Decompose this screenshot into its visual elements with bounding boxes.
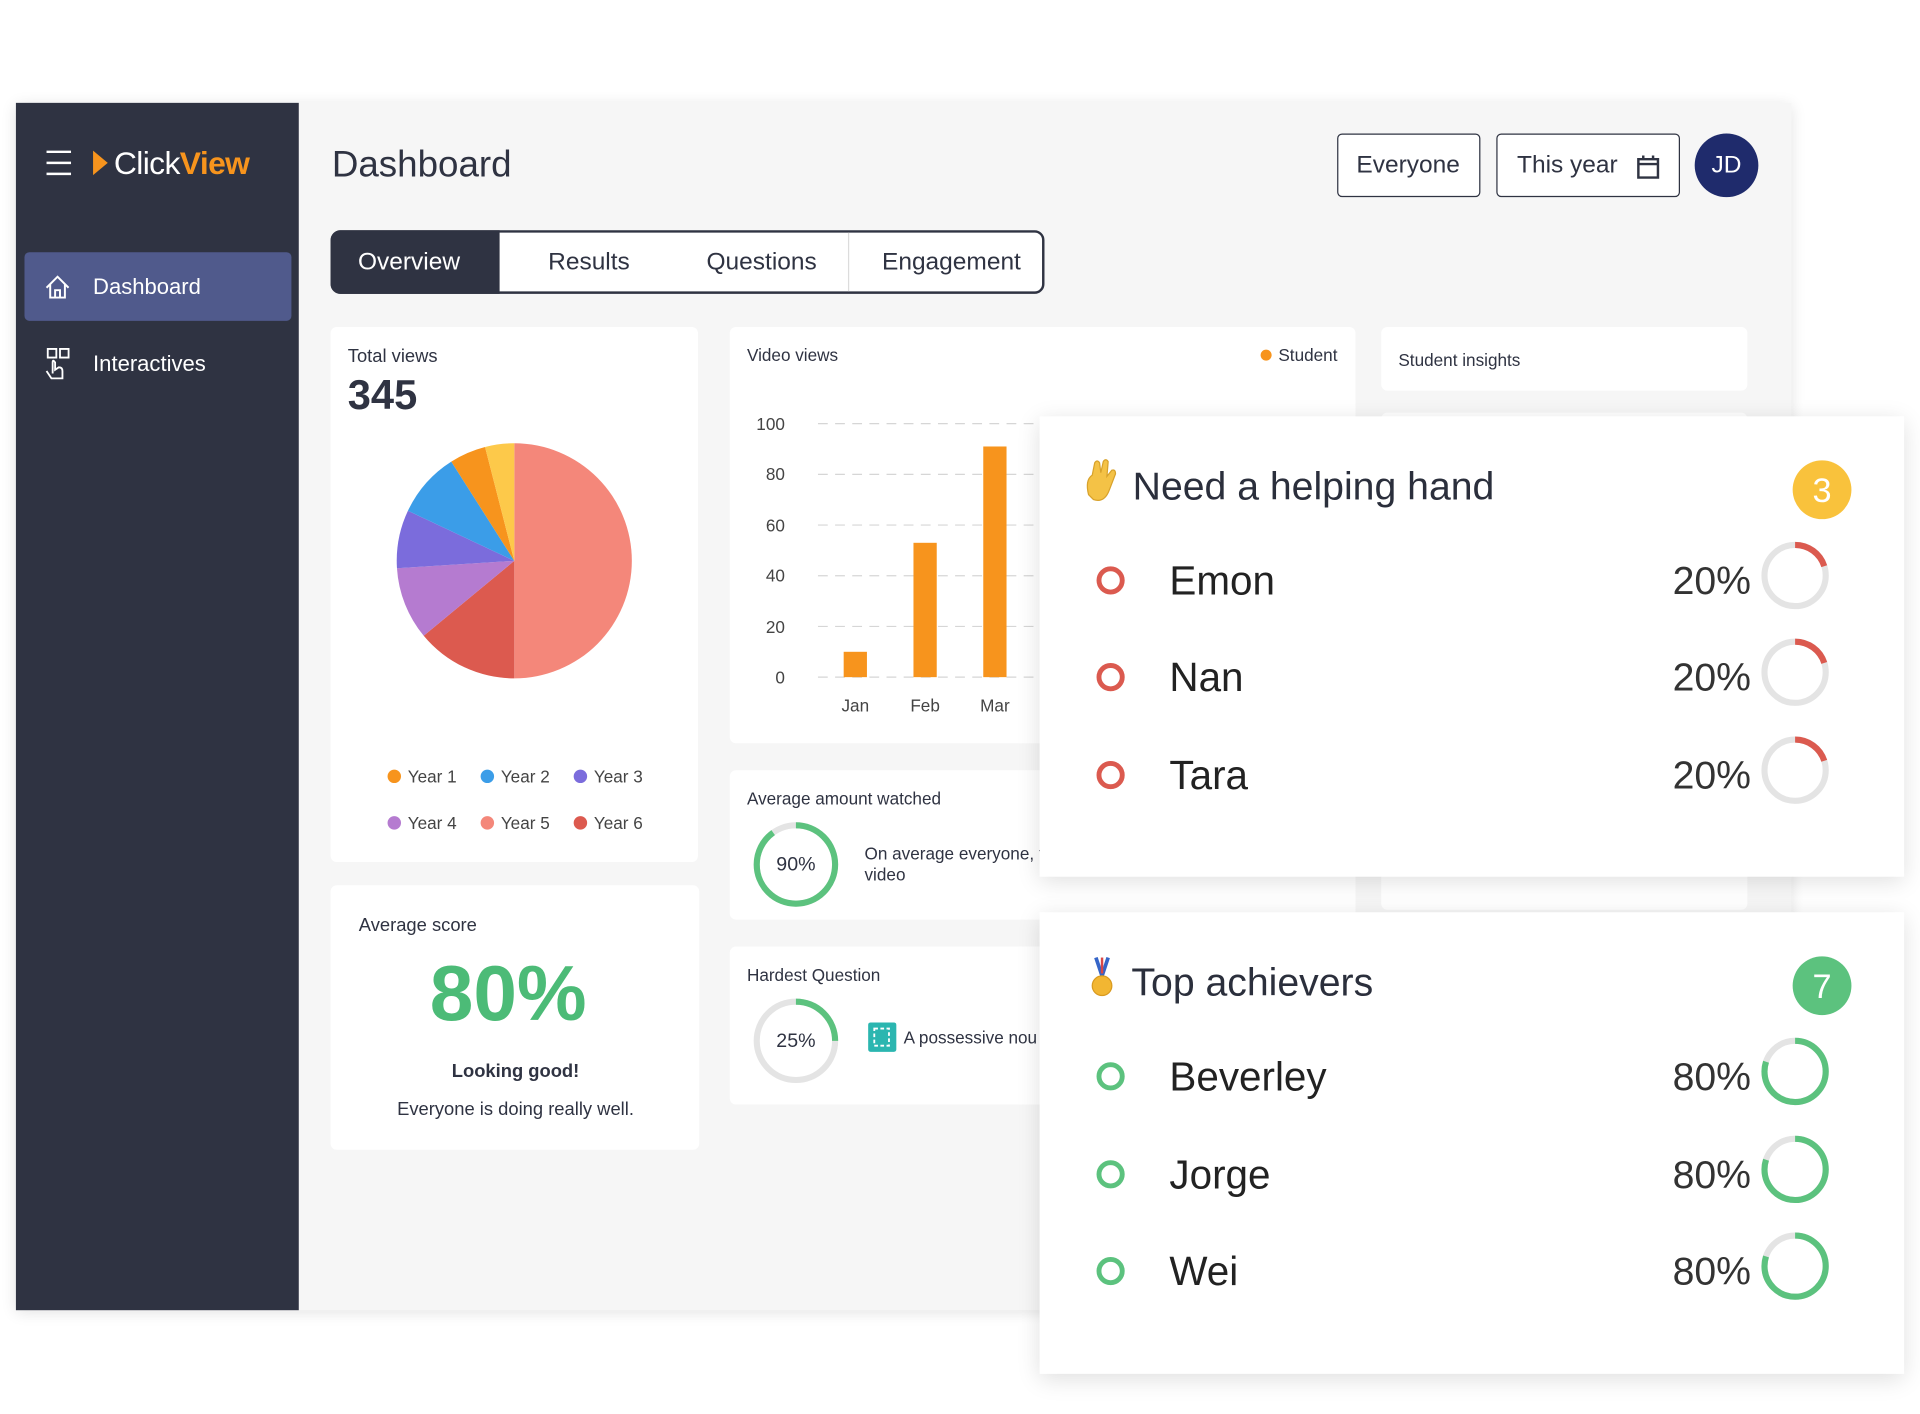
student-insights-card [1381, 326, 1748, 391]
card-text: On average everyone, th [864, 843, 1054, 864]
legend-label: Year 3 [593, 766, 643, 787]
student-name: Beverley [1169, 1053, 1327, 1099]
page-title: Dashboard [331, 144, 512, 185]
avatar-initials: JD [1711, 151, 1742, 179]
score-detail: Everyone is doing really well. [397, 1098, 634, 1120]
legend-label: Year 1 [407, 766, 457, 787]
y-tick-label: 100 [756, 413, 785, 434]
ring-label: 90% [776, 854, 816, 876]
score-value: 80% [429, 948, 587, 1038]
average-score-card [330, 885, 700, 1150]
tab-active[interactable] [330, 230, 500, 294]
logo-text: Click [113, 144, 181, 182]
student-score: 80% [1672, 1054, 1752, 1099]
x-tick-label: Jan [841, 695, 870, 716]
total-views-value: 345 [347, 372, 418, 419]
legend-label: Year 5 [500, 813, 550, 833]
y-tick-label: 60 [765, 515, 785, 535]
legend-label: Year 4 [407, 813, 457, 833]
student-score: 20% [1672, 655, 1752, 700]
student-name: Wei [1169, 1248, 1239, 1294]
student-name: Tara [1169, 752, 1249, 798]
filter-button[interactable] [1337, 133, 1481, 198]
panel-title: Top achievers [1131, 960, 1374, 1005]
student-name: Nan [1169, 654, 1244, 700]
filter-label[interactable]: This year [1516, 151, 1618, 179]
card-text: video [864, 864, 906, 885]
student-name: Jorge [1169, 1151, 1271, 1197]
card-title: Average score [358, 915, 477, 937]
card-title: Hardest Question [746, 964, 881, 985]
avatar[interactable] [1694, 133, 1759, 198]
tab[interactable]: Results [548, 248, 630, 276]
card-title: Student insights [1398, 350, 1521, 370]
x-tick-label: Feb [910, 695, 940, 716]
count-badge-label: 7 [1812, 967, 1832, 1006]
student-name: Emon [1169, 557, 1275, 604]
ring-label: 25% [776, 1031, 816, 1052]
logo: ClickView [113, 144, 250, 182]
y-tick-label: 40 [765, 565, 785, 586]
student-score: 80% [1672, 1152, 1752, 1197]
y-tick-label: 80 [765, 464, 785, 485]
nav-item[interactable]: Dashboard [93, 274, 201, 299]
tab[interactable]: Questions [706, 248, 817, 276]
panel-title: Need a helping hand [1132, 464, 1495, 509]
legend-label: Student [1278, 345, 1338, 365]
legend-label: Year 6 [593, 813, 643, 833]
card-title: Average amount watched [746, 788, 942, 809]
y-tick-label: 20 [765, 616, 785, 637]
student-score: 20% [1672, 558, 1752, 603]
legend-label: Year 2 [500, 766, 550, 787]
nav-item[interactable]: Interactives [93, 351, 206, 376]
tab[interactable]: Engagement [881, 248, 1021, 276]
x-tick-label: Mar [980, 695, 1010, 716]
card-text: A possessive nou [903, 1027, 1038, 1047]
card-title: Video views [746, 345, 839, 365]
helping-hand-panel [1039, 416, 1905, 877]
card-title: Total views [347, 345, 438, 367]
score-message: Looking good! [451, 1061, 580, 1082]
tab[interactable]: Overview [357, 248, 461, 276]
y-tick-label: 0 [775, 667, 785, 687]
student-score: 80% [1672, 1248, 1752, 1294]
student-score: 20% [1672, 753, 1752, 798]
logo-text: View [179, 144, 250, 182]
top-achievers-panel [1039, 912, 1905, 1374]
filter-label[interactable]: Everyone [1356, 151, 1460, 179]
count-badge-label: 3 [1812, 471, 1832, 510]
